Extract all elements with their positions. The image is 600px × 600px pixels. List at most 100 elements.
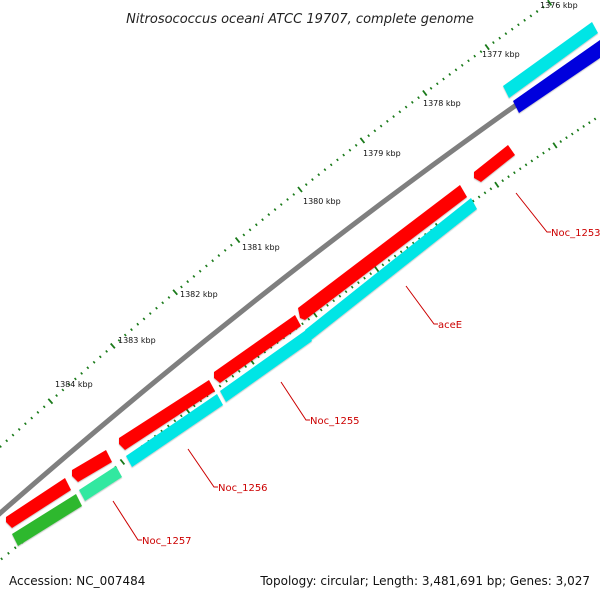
minor-tick [344, 290, 348, 294]
minor-tick [357, 281, 360, 285]
minor-tick [392, 115, 395, 118]
gene-feature-left-partial[interactable] [6, 478, 71, 528]
gene-label-acee[interactable]: aceE [438, 320, 462, 331]
minor-tick [148, 312, 152, 315]
major-tick [484, 43, 490, 51]
minor-tick [529, 14, 533, 18]
minor-tick [523, 18, 526, 22]
leader-line-noc-1253 [515, 192, 551, 233]
kbp-labels: 1376 kbp 1377 kbp 1378 kbp 1379 kbp 1380… [55, 1, 578, 389]
kbp-label: 1384 kbp [55, 380, 93, 389]
minor-tick [98, 355, 102, 359]
gene-feature-noc-1253[interactable] [474, 145, 515, 182]
minor-tick [387, 259, 391, 262]
minor-tick [0, 557, 4, 561]
minor-tick [5, 439, 9, 443]
minor-tick [448, 73, 452, 76]
minor-tick [510, 27, 514, 31]
minor-tick [225, 379, 228, 383]
major-tick [172, 289, 178, 296]
minor-tick [442, 77, 445, 81]
gene-label-noc-1257[interactable]: Noc_1257 [142, 536, 192, 547]
minor-tick [326, 303, 329, 307]
outer-tick-marks [0, 0, 553, 448]
minor-tick [123, 333, 127, 337]
minor-tick [535, 10, 539, 13]
minor-tick [460, 63, 464, 67]
gene-label-noc-1256[interactable]: Noc_1256 [218, 483, 268, 494]
minor-tick [536, 155, 539, 159]
minor-tick [42, 405, 46, 409]
major-tick [374, 266, 380, 273]
minor-tick [317, 173, 321, 177]
gene-feature-acee[interactable] [298, 185, 467, 320]
minor-tick [593, 117, 597, 121]
minor-tick [167, 296, 171, 299]
minor-tick [405, 245, 409, 249]
leader-line-noc-1255 [280, 381, 310, 421]
gene-feature-noc-1257[interactable] [72, 450, 112, 482]
minor-tick [454, 68, 458, 72]
minor-tick [338, 294, 342, 298]
minor-tick [404, 105, 408, 109]
major-tick [110, 342, 116, 349]
gene-label-noc-1255[interactable]: Noc_1255 [310, 416, 360, 427]
gene-labels: Noc_1253 aceE Noc_1255 Noc_1256 Noc_1257 [142, 228, 600, 547]
minor-tick [198, 269, 202, 273]
minor-tick [417, 96, 420, 100]
cds-feature-noc-1256[interactable] [126, 394, 223, 467]
blue-feature-top-right[interactable] [513, 40, 600, 113]
gene-feature-noc-1256[interactable] [119, 380, 215, 450]
minor-tick [467, 59, 470, 63]
teal-feature-noc-1257[interactable] [79, 466, 122, 501]
gene-label-noc-1253[interactable]: Noc_1253 [551, 228, 600, 239]
minor-tick [136, 322, 140, 326]
minor-tick [173, 419, 177, 423]
cds-feature-top-right[interactable] [503, 22, 598, 98]
minor-tick [192, 404, 196, 408]
topology-text: Topology: circular; Length: 3,481,691 bp… [259, 574, 590, 588]
minor-tick [350, 285, 354, 289]
minor-tick [530, 159, 534, 163]
minor-tick [524, 163, 528, 167]
minor-tick [307, 317, 311, 321]
minor-tick [211, 259, 215, 263]
minor-tick [363, 276, 366, 280]
minor-tick [504, 32, 508, 36]
cds-feature-acee[interactable] [305, 198, 477, 340]
genome-backbone [0, 43, 600, 517]
minor-tick [161, 301, 165, 305]
major-tick [552, 142, 558, 149]
minor-tick [547, 147, 551, 151]
minor-tick [254, 223, 258, 227]
minor-tick [311, 178, 314, 181]
minor-tick [354, 143, 358, 147]
gene-label-leaders [112, 192, 551, 541]
minor-tick [498, 36, 502, 40]
minor-tick [24, 422, 27, 426]
cds-feature-noc-1255[interactable] [220, 330, 312, 402]
green-feature-left[interactable] [12, 494, 82, 546]
map-title: Nitrosococcus oceani ATCC 19707, complet… [126, 12, 474, 27]
minor-tick [429, 86, 433, 90]
minor-tick [410, 100, 414, 104]
major-tick [234, 237, 241, 244]
minor-tick [565, 136, 568, 140]
major-tick [547, 0, 553, 6]
minor-tick [192, 274, 196, 278]
minor-tick [36, 410, 40, 414]
minor-tick [342, 153, 346, 157]
minor-tick [570, 132, 574, 136]
minor-tick [559, 140, 563, 144]
minor-tick [323, 168, 327, 172]
accession-text: Accession: NC_007484 [9, 574, 145, 588]
minor-tick [582, 124, 585, 128]
minor-tick [369, 272, 373, 276]
kbp-label: 1377 kbp [482, 50, 520, 59]
minor-tick [80, 371, 83, 375]
minor-tick [301, 322, 304, 326]
kbp-label: 1382 kbp [180, 290, 218, 299]
gene-feature-noc-1255[interactable] [214, 315, 301, 383]
major-tick [359, 137, 366, 144]
